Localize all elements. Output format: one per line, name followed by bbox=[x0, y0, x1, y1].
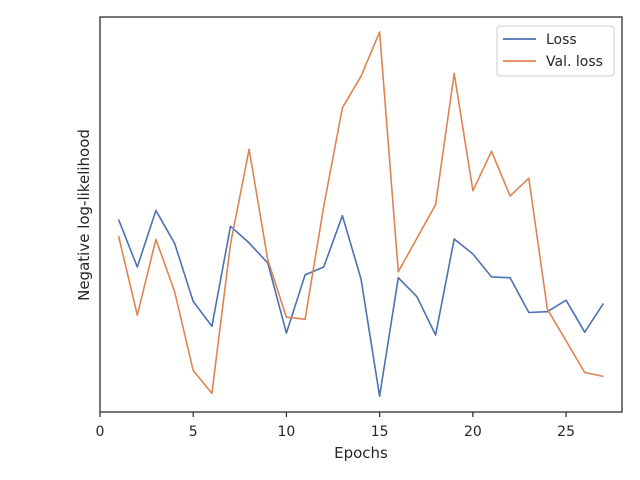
x-axis: 0 5 10 15 20 25 bbox=[96, 412, 575, 440]
series-line-loss bbox=[117, 209, 605, 398]
x-tick-label: 20 bbox=[464, 424, 482, 440]
x-axis-label: Epochs bbox=[334, 444, 388, 462]
x-tick-label: 10 bbox=[278, 424, 296, 440]
x-tick-label: 0 bbox=[96, 424, 105, 440]
x-tick-label: 25 bbox=[557, 424, 575, 440]
y-axis-label: Negative log-likelihood bbox=[75, 129, 93, 301]
legend: Loss Val. loss bbox=[496, 25, 615, 77]
series-layer bbox=[117, 31, 605, 398]
x-tick-label: 5 bbox=[189, 424, 198, 440]
legend-label-val-loss: Val. loss bbox=[546, 54, 603, 70]
legend-label-loss: Loss bbox=[546, 32, 577, 48]
x-tick-label: 15 bbox=[371, 424, 389, 440]
plot-frame bbox=[99, 16, 623, 413]
series-line-val-loss bbox=[117, 31, 604, 395]
